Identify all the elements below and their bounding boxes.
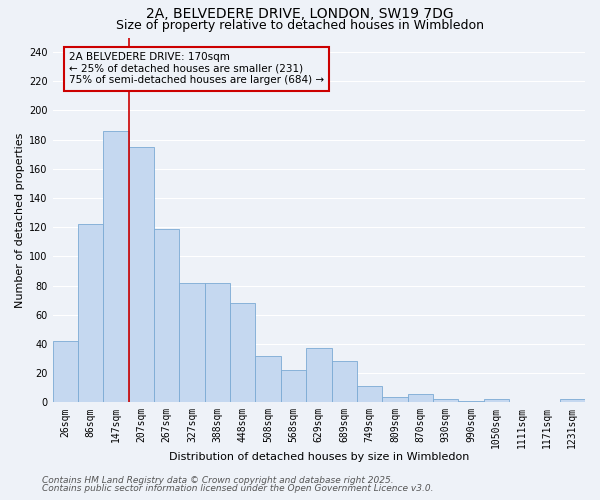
Bar xyxy=(103,131,129,402)
Bar xyxy=(179,282,205,403)
X-axis label: Distribution of detached houses by size in Wimbledon: Distribution of detached houses by size … xyxy=(169,452,469,462)
Text: Size of property relative to detached houses in Wimbledon: Size of property relative to detached ho… xyxy=(116,18,484,32)
Text: Contains HM Land Registry data © Crown copyright and database right 2025.: Contains HM Land Registry data © Crown c… xyxy=(42,476,394,485)
Text: 2A, BELVEDERE DRIVE, LONDON, SW19 7DG: 2A, BELVEDERE DRIVE, LONDON, SW19 7DG xyxy=(146,8,454,22)
Y-axis label: Number of detached properties: Number of detached properties xyxy=(15,132,25,308)
Bar xyxy=(129,147,154,403)
Bar xyxy=(205,282,230,403)
Bar xyxy=(256,356,281,403)
Text: 2A BELVEDERE DRIVE: 170sqm
← 25% of detached houses are smaller (231)
75% of sem: 2A BELVEDERE DRIVE: 170sqm ← 25% of deta… xyxy=(69,52,324,86)
Bar xyxy=(281,370,306,402)
Bar xyxy=(306,348,332,403)
Bar xyxy=(53,341,78,402)
Bar xyxy=(357,386,382,402)
Bar xyxy=(230,303,256,402)
Bar xyxy=(458,401,484,402)
Bar xyxy=(154,228,179,402)
Bar xyxy=(78,224,103,402)
Bar xyxy=(433,400,458,402)
Bar xyxy=(382,396,407,402)
Bar xyxy=(484,400,509,402)
Bar xyxy=(407,394,433,402)
Bar xyxy=(332,362,357,403)
Text: Contains public sector information licensed under the Open Government Licence v3: Contains public sector information licen… xyxy=(42,484,433,493)
Bar xyxy=(560,400,585,402)
